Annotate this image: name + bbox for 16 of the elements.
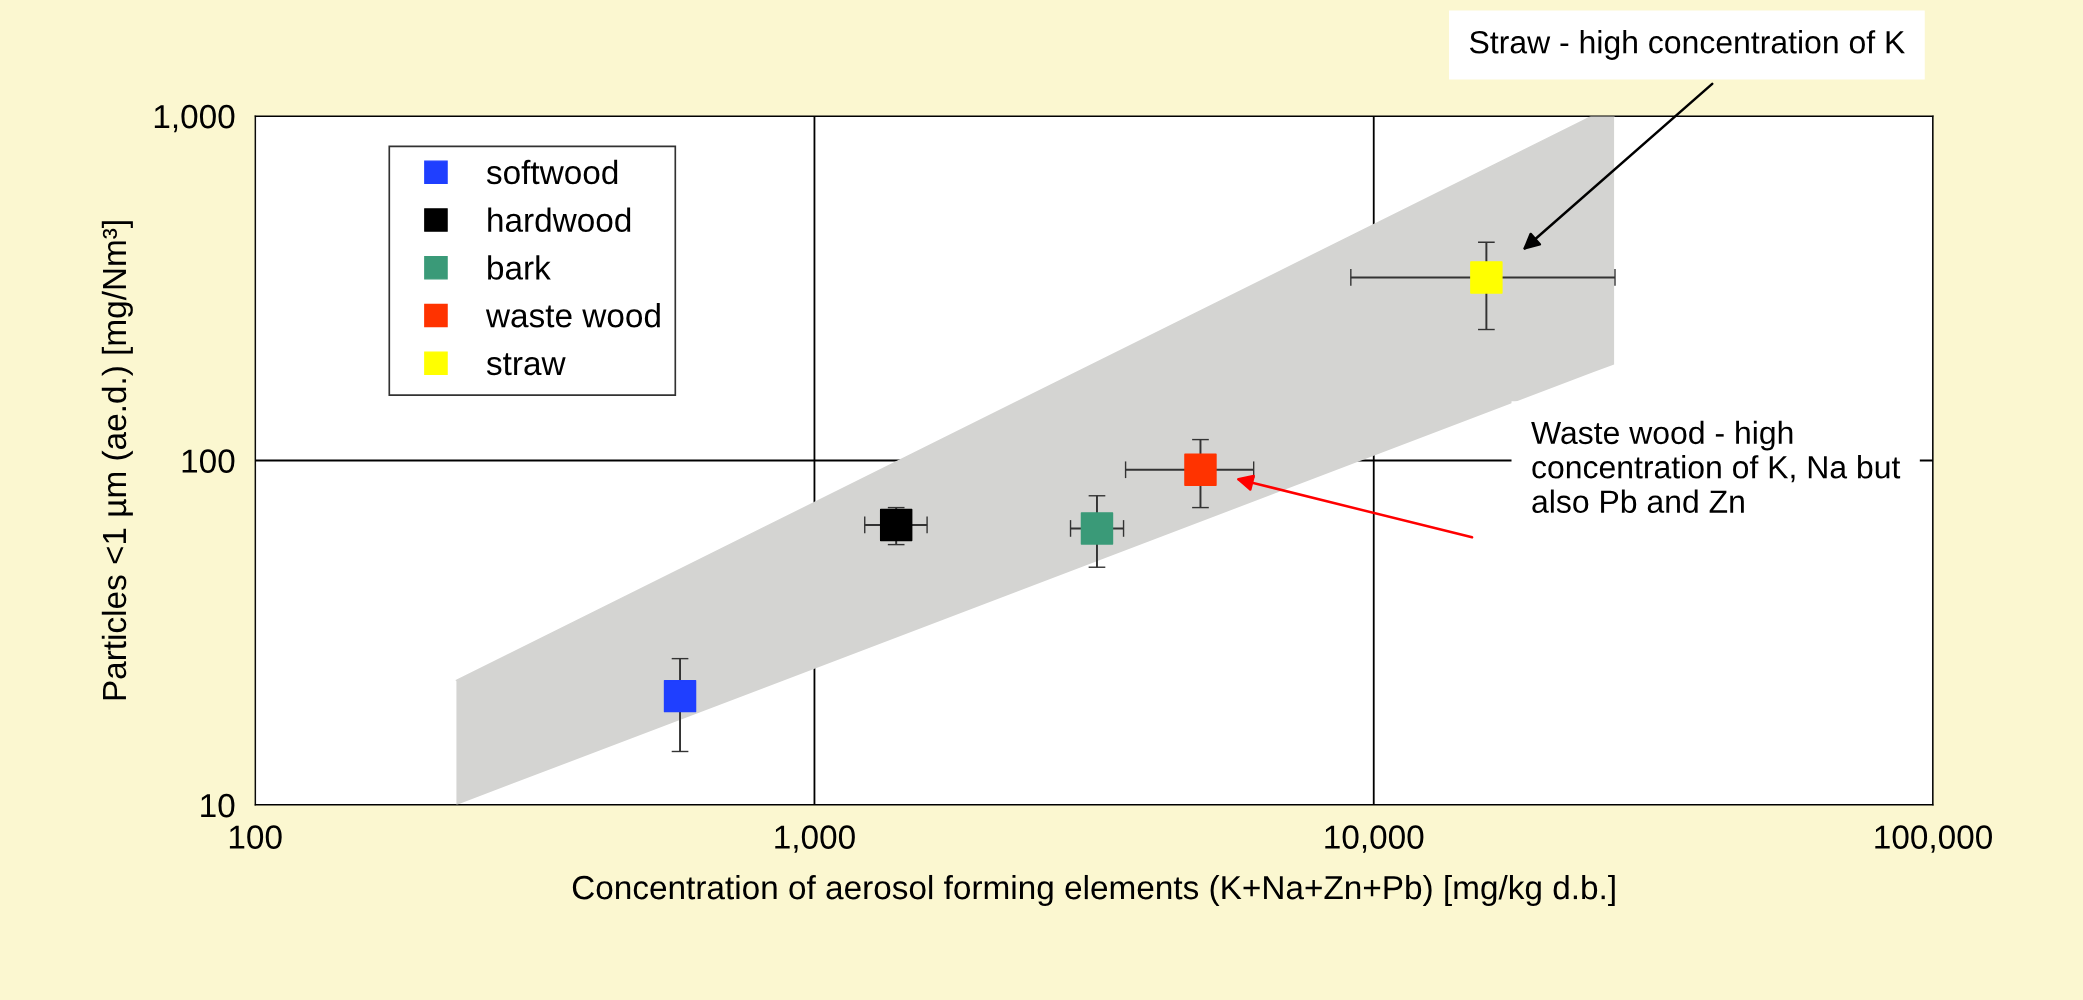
- legend-label: straw: [486, 353, 566, 376]
- y-tick-label: 10: [201, 793, 235, 818]
- y-tick-label: 100: [182, 449, 235, 473]
- legend-label: waste wood: [485, 303, 660, 328]
- legend-label: softwood: [486, 159, 618, 185]
- y-tick-label: 1,000: [154, 104, 235, 133]
- x-tick-label: 100: [229, 825, 282, 849]
- x-tick-label: 10,000: [1325, 825, 1424, 853]
- x-tick-label: 1,000: [775, 825, 855, 853]
- annotation: Waste wood - high concentration of K, Na but also Pb and Zn: [1531, 420, 1901, 513]
- x-axis-title: Concentration of aerosol forming elements (K+Na+Zn+Pb) [mg/kg d.b.]: [572, 874, 1615, 907]
- y-axis-title: Particles <1 µm (ae.d.) [mg/Nm³]: [101, 221, 133, 700]
- legend-label: hardwood: [488, 207, 631, 232]
- x-tick-label: 100,000: [1875, 825, 1992, 853]
- legend-label: bark: [488, 255, 551, 280]
- text: Straw - high concentration of K: [1469, 30, 1905, 60]
